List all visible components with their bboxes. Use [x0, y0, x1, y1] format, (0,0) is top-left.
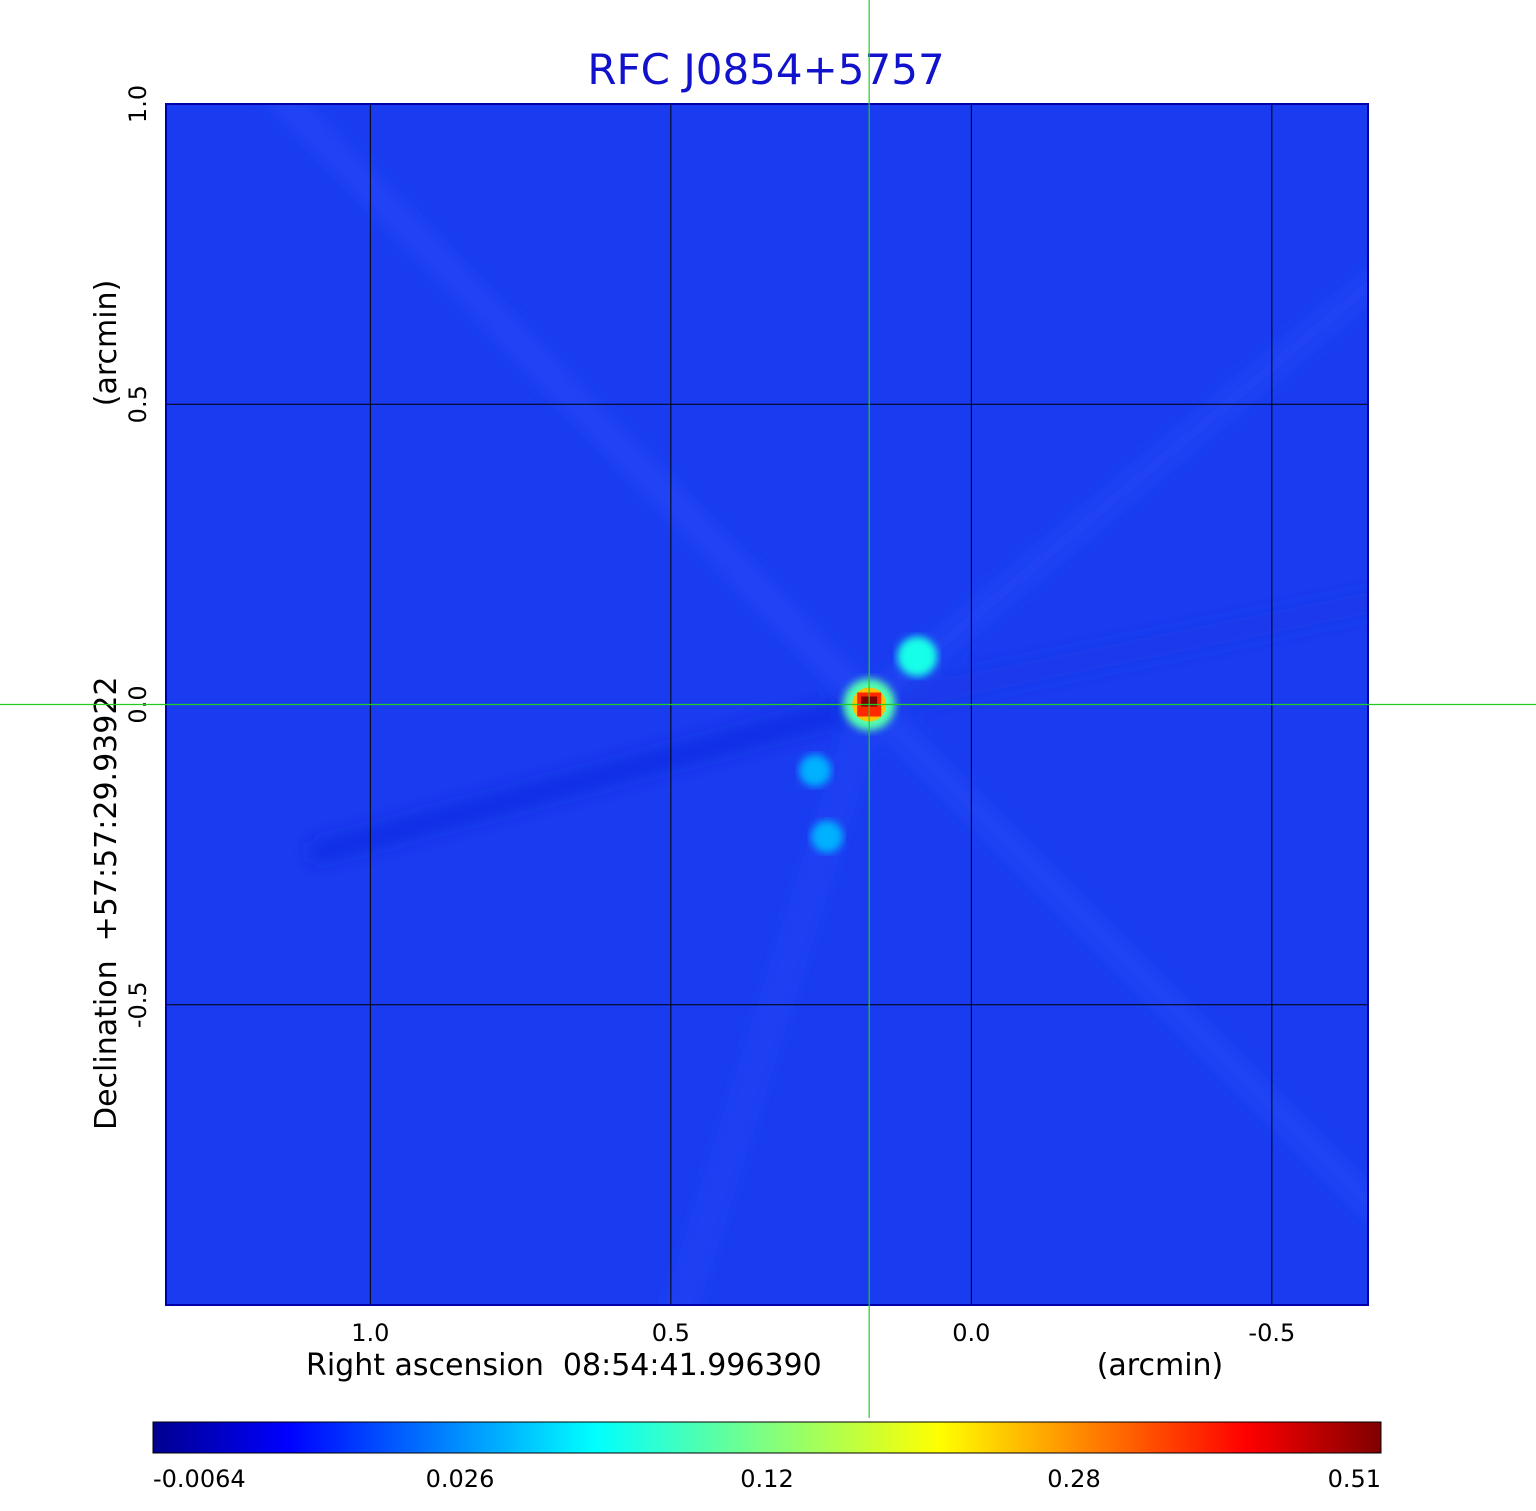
x-tick-labels: 1.0 0.5 0.0 -0.5: [351, 1319, 1295, 1347]
map-image: [166, 104, 1368, 1305]
x-axis-unit: (arcmin): [1097, 1348, 1224, 1383]
y-axis-label: Declination +57:57:29.93922: [89, 676, 124, 1130]
colorbar-tick-label: 0.026: [426, 1465, 495, 1493]
sidelobe-streak: [861, 696, 1368, 1219]
colorbar-tick-label: 0.12: [740, 1465, 793, 1493]
x-axis-label: Right ascension 08:54:41.996390: [306, 1348, 822, 1383]
x-tick-label: 0.0: [952, 1319, 990, 1347]
sidelobe-streak: [306, 693, 873, 866]
colorbar-tick-label: 0.51: [1328, 1465, 1381, 1493]
y-tick-label: 1.0: [124, 85, 152, 123]
source-component: [799, 754, 832, 787]
chart-title: RFC J0854+5757: [587, 45, 944, 94]
y-tick-label: 0.5: [124, 385, 152, 423]
sidelobe-streak: [272, 104, 878, 713]
colorbar-tick-label: -0.0064: [153, 1465, 246, 1493]
y-tick-label: -0.5: [124, 981, 152, 1028]
colorbar-tick-label: 0.28: [1047, 1465, 1100, 1493]
x-tick-label: -0.5: [1248, 1319, 1295, 1347]
sidelobe-streak: [669, 701, 880, 1305]
colorbar-tick-labels: -0.0064 0.026 0.12 0.28 0.51: [153, 1465, 1381, 1493]
x-tick-label: 0.5: [652, 1319, 690, 1347]
colorbar: [152, 1421, 1382, 1454]
sidelobe-texture: [272, 104, 1368, 1305]
crosshair: [0, 0, 1536, 1418]
x-tick-label: 1.0: [351, 1319, 389, 1347]
source-component: [811, 820, 844, 853]
y-tick-labels: 1.00.50.0-0.5: [124, 85, 152, 1028]
source-component: [897, 636, 938, 677]
y-axis-unit: (arcmin): [89, 280, 124, 407]
sidelobe-streak: [866, 591, 1368, 716]
sidelobe-streak: [862, 271, 1368, 713]
